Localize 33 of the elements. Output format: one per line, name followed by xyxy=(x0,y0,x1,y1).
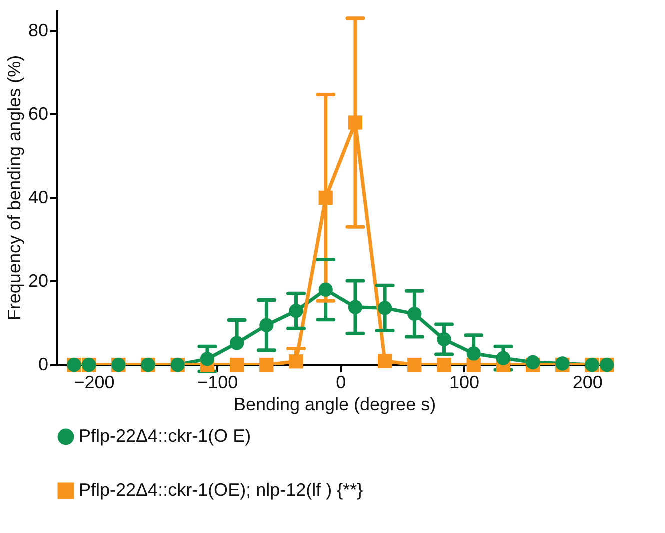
point xyxy=(318,190,333,206)
point xyxy=(378,354,392,368)
point xyxy=(437,332,452,347)
x-tick-label: −200 xyxy=(74,372,115,392)
point xyxy=(289,304,304,318)
legend-label: Pflp-22Δ4::ckr-1(OE); nlp-12(lf ) {**} xyxy=(79,480,364,500)
point xyxy=(289,354,304,369)
point xyxy=(348,300,363,314)
point xyxy=(408,358,422,372)
point xyxy=(260,358,274,372)
x-tick-label: −100 xyxy=(198,372,238,392)
point xyxy=(200,352,215,366)
point xyxy=(466,346,481,361)
point xyxy=(378,301,392,316)
point xyxy=(348,116,363,130)
y-tick-label: 40 xyxy=(28,187,48,208)
point xyxy=(318,282,333,297)
y-tick-label: 60 xyxy=(28,104,48,124)
y-tick-label: 80 xyxy=(28,20,48,40)
point xyxy=(230,358,244,372)
point xyxy=(437,358,452,372)
point xyxy=(496,351,511,366)
x-axis-title: Bending angle (degree s) xyxy=(234,394,436,414)
legend-label: Pflp-22Δ4::ckr-1(O E) xyxy=(79,426,252,446)
y-tick-label: 20 xyxy=(28,270,48,291)
x-tick-label: 200 xyxy=(572,372,603,392)
y-tick-label: 0 xyxy=(38,354,48,374)
y-axis-title: Frequency of bending angles (%) xyxy=(4,55,24,321)
point xyxy=(260,318,274,332)
point xyxy=(408,306,422,322)
point xyxy=(230,336,244,350)
x-tick-label: 100 xyxy=(449,372,480,392)
x-tick-label: 0 xyxy=(336,372,346,392)
